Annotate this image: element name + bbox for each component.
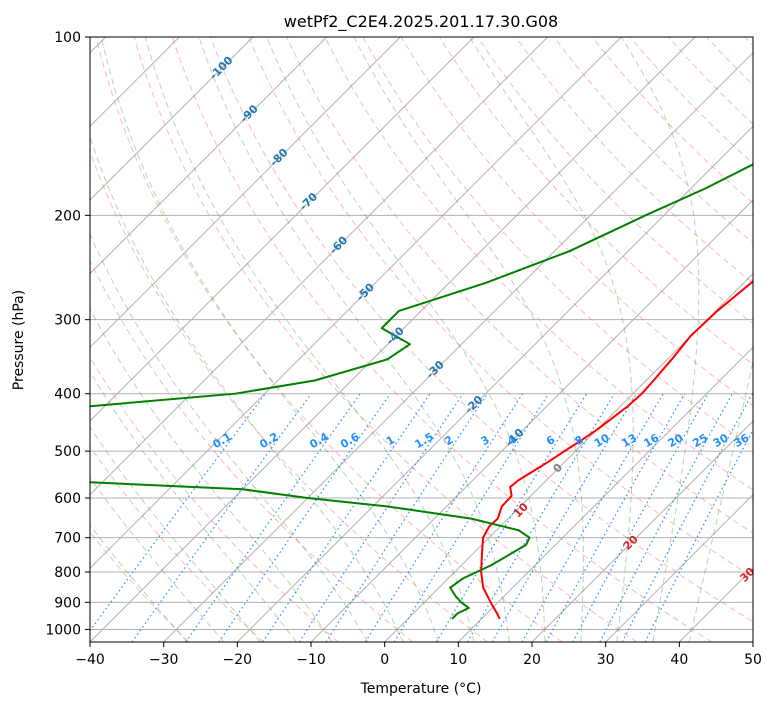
x-tick-label: −30 [149,652,179,668]
dry-adiabat-line [591,37,753,204]
dry-adiabat-line [133,37,638,642]
plot-area: -100-90-80-70-60-50-40-30-20-10010203040… [90,37,753,642]
dry-adiabat-line [171,37,712,642]
moist-adiabat-line [198,37,510,642]
moist-adiabat-line [90,308,333,642]
isotherm-line [90,37,254,201]
moist-adiabat-line [90,135,404,642]
mixing-ratio-line [435,393,588,642]
x-tick-label: −10 [296,652,326,668]
y-tick-label: 400 [54,387,81,403]
mixing-ratio-line [298,393,464,642]
isobar-grid [90,37,753,630]
skewed-isotherm-grid [90,37,753,642]
isotherm-line [90,37,696,642]
mixing-ratio-line [90,393,266,632]
y-tick-label: 1000 [45,622,81,638]
isotherm-line [90,37,401,349]
dry-adiabat-line [362,37,753,449]
mixing-ratio-line [393,393,550,642]
y-axis-title: Pressure (hPa) [11,290,27,390]
mixing-ratio-line [185,393,361,642]
isotherm-line [163,51,753,642]
dry-adiabat-line [324,37,753,491]
y-tick-label: 700 [54,531,81,547]
mixing-ratio-line [131,393,312,642]
mixing-ratio-line [218,393,391,642]
moist-adiabat-line [90,233,369,642]
mixing-ratio-lines [90,393,753,642]
y-tick-label: 500 [54,444,81,460]
moist-adiabat-line [353,37,584,642]
y-tick-label: 900 [54,595,81,611]
moist-adiabat-line [90,426,261,642]
x-tick-label: 50 [744,652,762,668]
isotherm-line [90,37,475,422]
x-axis-title: Temperature (°C) [360,681,482,697]
dry-adiabat-line [477,37,753,325]
moist-adiabats [90,37,753,642]
moist-adiabat-line [90,370,297,642]
chart-title: wetPf2_C2E4.2025.201.17.30.G08 [284,12,558,32]
isotherm-line [236,125,753,642]
profile-line [480,279,753,620]
x-tick-label: 30 [597,652,615,668]
sounding-profiles [90,163,753,620]
dry-adiabat-line [400,37,753,407]
dry-adiabats [90,37,753,642]
x-tick-label: 40 [670,652,688,668]
isotherm-line [531,420,753,642]
mixing-ratio-line [262,393,431,642]
dry-adiabat-line [90,445,264,642]
moist-adiabat-line [100,37,439,642]
mixing-ratio-line [644,428,753,642]
moist-adiabat-line [688,358,753,642]
dry-adiabat-line [629,37,753,165]
moist-adiabat-line [90,524,188,642]
y-tick-label: 200 [54,208,81,224]
dry-adiabat-line [515,37,753,284]
mixing-ratio-line [572,393,709,642]
x-tick-label: −40 [75,652,105,668]
y-tick-label: 600 [54,491,81,507]
y-tick-label: 100 [54,30,81,46]
moist-adiabat-line [620,37,700,642]
moist-adiabat-line [144,37,475,642]
plot-frame [89,36,754,643]
dry-adiabat-line [95,37,563,642]
x-tick-label: 0 [380,652,389,668]
moist-adiabat-line [266,37,546,642]
mixing-ratio-line [491,393,638,642]
x-tick-label: 10 [449,652,467,668]
isotherm-line [90,37,622,570]
mixing-ratio-line [599,393,733,642]
mixing-ratio-line [621,393,753,642]
isotherm-line [90,37,549,496]
axis-ticks: −40 −30 −20 −10 0 10 20 30 40 50 100 200 300 400 500 60… [45,30,762,668]
y-tick-label: 800 [54,565,81,581]
y-tick-label: 300 [54,313,81,329]
x-tick-label: −20 [223,652,253,668]
isotherm-line [457,346,753,642]
isotherm-line [605,493,753,642]
x-tick-label: 20 [523,652,541,668]
dry-adiabat-line [90,259,414,642]
dry-adiabat-line [248,37,753,578]
profile-line [90,163,753,620]
isotherm-line [90,37,328,275]
moist-adiabat-line [90,476,225,642]
